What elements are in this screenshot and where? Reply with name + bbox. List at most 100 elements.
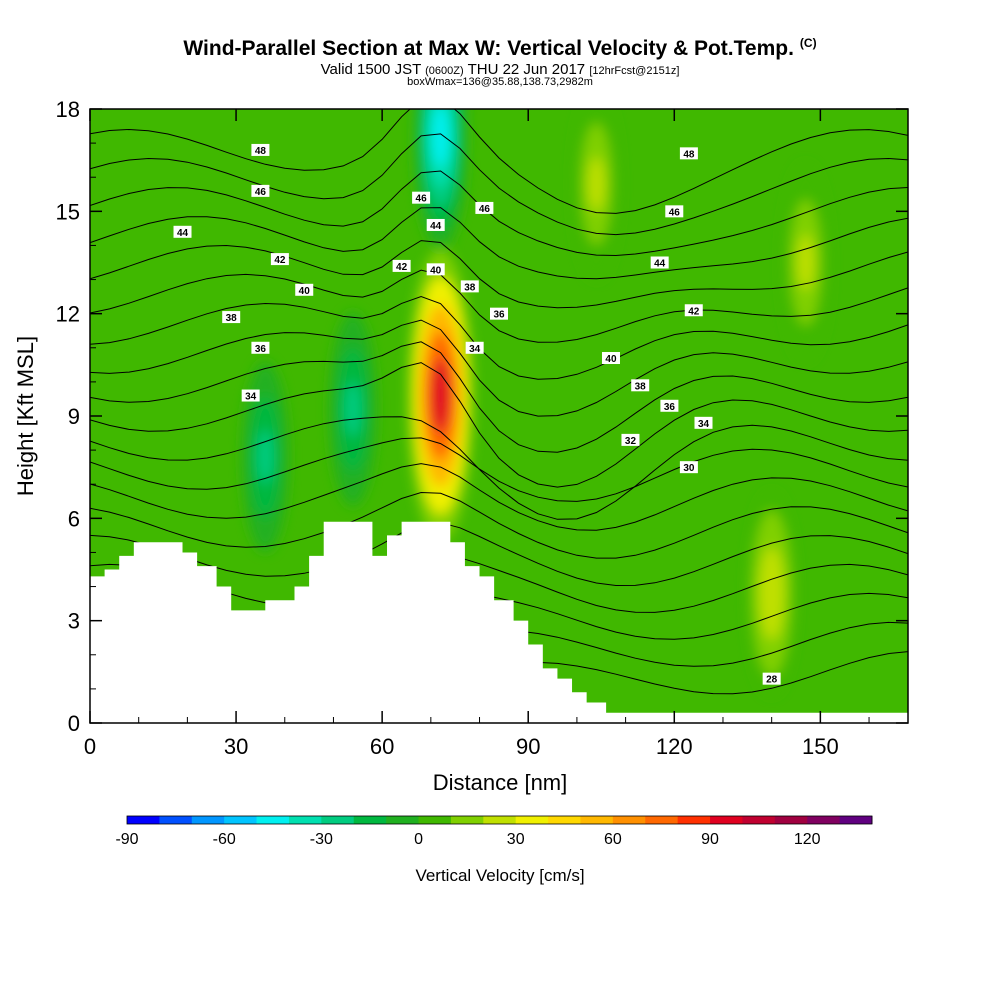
theta-label-text: 44 <box>430 221 442 232</box>
colorbar-swatch <box>548 816 581 824</box>
x-tick-label: 90 <box>516 734 540 759</box>
theta-label-text: 38 <box>635 381 647 392</box>
theta-label: 42 <box>270 253 289 266</box>
theta-label: 48 <box>679 147 698 160</box>
theta-label: 40 <box>601 352 620 365</box>
vertical-velocity-field <box>242 109 830 695</box>
colorbar-swatch <box>645 816 679 824</box>
theta-label-box <box>173 225 192 238</box>
theta-label-box <box>270 253 289 266</box>
theta-label-box <box>426 218 445 231</box>
colorbar-swatch <box>321 816 355 824</box>
theta-label-box <box>392 259 411 272</box>
theta-label-box <box>621 433 640 446</box>
y-tick-label: 3 <box>68 609 80 634</box>
colorbar-swatch <box>483 816 517 824</box>
colorbar-tick-label: -30 <box>310 831 333 848</box>
theta-contour <box>90 416 908 520</box>
valid-time: Valid 1500 JST <box>320 61 421 78</box>
valid-date: THU 22 Jun 2017 <box>467 61 586 78</box>
colorbar-title: Vertical Velocity [cm/s] <box>415 866 584 885</box>
x-tick-label: 60 <box>370 734 394 759</box>
y-tick-label: 0 <box>68 711 80 736</box>
colorbar-swatch <box>710 816 743 824</box>
theta-label: 36 <box>660 399 679 413</box>
chart-title: Wind-Parallel Section at Max W: Vertical… <box>0 36 1000 61</box>
colorbar-swatch <box>515 816 549 824</box>
theta-label: 28 <box>762 672 781 686</box>
colorbar-swatch <box>677 816 711 824</box>
colorbar-swatch <box>386 816 420 824</box>
theta-label: 34 <box>465 341 484 355</box>
colorbar-tick-label: 60 <box>604 831 622 848</box>
theta-label-text: 36 <box>255 344 267 355</box>
theta-label-text: 40 <box>605 354 617 365</box>
theta-label: 44 <box>426 218 445 232</box>
theta-label-text: 36 <box>664 402 676 413</box>
theta-label-text: 34 <box>245 392 257 403</box>
theta-label-box <box>660 399 679 412</box>
colorbar-swatch <box>418 816 452 824</box>
theta-label-text: 30 <box>683 463 695 474</box>
colorbar-tick-label: 0 <box>414 831 423 848</box>
theta-label-box <box>694 416 713 429</box>
w-contour <box>588 157 605 212</box>
theta-label-box <box>295 283 314 296</box>
theta-label-text: 42 <box>274 255 286 266</box>
theta-label-box <box>679 147 698 160</box>
w-contour <box>257 429 274 484</box>
x-tick-label: 0 <box>84 734 96 759</box>
theta-label-text: 44 <box>654 259 666 270</box>
plot-area: 48 46 44 42 40 38 36 34 46 46 44 42 40 38 36 34 48 46 44 42… <box>90 109 908 723</box>
theta-label-box <box>465 341 484 354</box>
colorbar-swatch <box>774 816 808 824</box>
theta-label: 34 <box>241 389 260 403</box>
theta-label-text: 48 <box>683 149 695 160</box>
colorbar-tick-label: 120 <box>794 831 821 848</box>
theta-contour <box>90 463 908 531</box>
box-info: boxWmax=136@35.88,138.73,2982m <box>407 76 593 88</box>
chart-subtitle: Valid 1500 JST (0600Z) THU 22 Jun 2017 [… <box>0 61 1000 78</box>
theta-label: 36 <box>490 307 508 321</box>
valid-utc: (0600Z) <box>425 65 464 77</box>
colorbar-tick-label: -90 <box>115 831 138 848</box>
colorbar-swatch <box>224 816 258 824</box>
colorbar-frame <box>126 815 873 825</box>
theta-label: 42 <box>684 304 703 317</box>
theta-contour <box>90 109 908 214</box>
colorbar-tick-label: -60 <box>213 831 236 848</box>
theta-label: 44 <box>173 225 192 239</box>
colorbar-swatch <box>191 816 225 824</box>
w-feature-2 <box>782 164 830 361</box>
theta-label-box <box>251 341 270 354</box>
theta-label: 32 <box>621 433 640 447</box>
theta-label-box <box>665 205 684 218</box>
theta-label-box <box>241 389 260 402</box>
x-tick-label: 150 <box>802 734 839 759</box>
theta-label: 40 <box>426 263 445 276</box>
forecast-info: [12hrFcst@2151z] <box>589 65 680 77</box>
y-tick-label: 18 <box>56 97 80 122</box>
theta-label-text: 40 <box>430 265 442 276</box>
theta-contour <box>90 522 908 587</box>
theta-label-text: 32 <box>625 436 637 447</box>
theta-label-text: 44 <box>177 228 189 239</box>
theta-label-box <box>251 184 270 197</box>
terrain-profile <box>90 521 908 723</box>
theta-contour <box>90 341 908 453</box>
w-feature-5 <box>242 361 289 552</box>
theta-contour <box>90 269 908 343</box>
colorbar-swatch <box>580 816 614 824</box>
w-contour <box>430 358 451 433</box>
theta-label-box <box>631 379 650 392</box>
y-tick-label: 15 <box>56 199 80 224</box>
theta-label-box <box>684 304 703 317</box>
y-axis-title: Height [Kft MSL] <box>13 336 38 496</box>
theta-contour <box>90 170 908 257</box>
theta-label-text: 46 <box>669 207 681 218</box>
theta-contour <box>90 295 908 380</box>
theta-label-text: 42 <box>396 262 408 273</box>
theta-label: 40 <box>295 283 314 297</box>
x-axis-title: Distance [nm] <box>433 770 568 795</box>
